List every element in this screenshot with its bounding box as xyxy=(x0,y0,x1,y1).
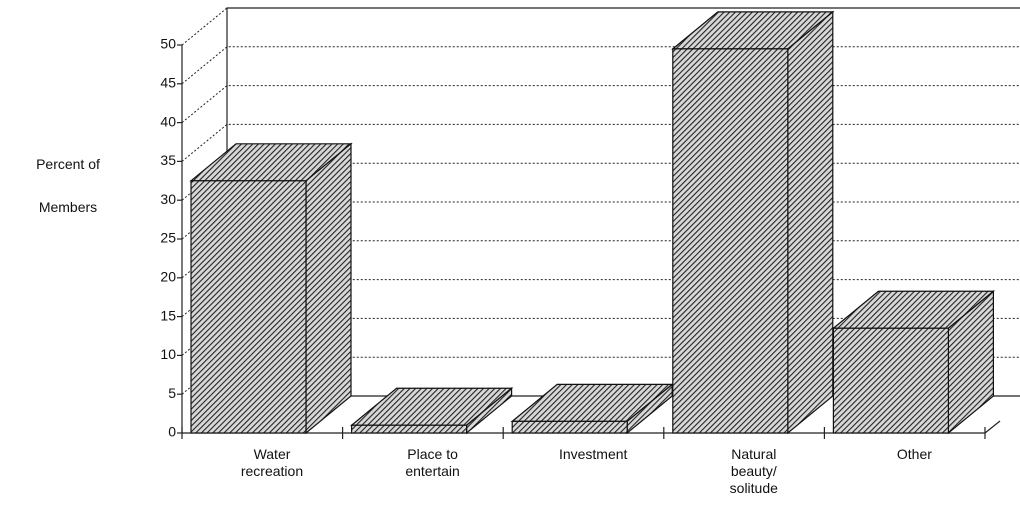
y-tick-label: 20 xyxy=(160,269,176,285)
y-tick-label: 15 xyxy=(160,307,176,323)
bar-side xyxy=(787,10,834,435)
y-tick-label: 35 xyxy=(160,152,176,168)
bar-side xyxy=(305,142,352,435)
floor-edge xyxy=(984,420,1001,434)
y-tick-label: 5 xyxy=(168,385,176,401)
grid-line xyxy=(181,85,1020,123)
y-axis-label: Percent of Members xyxy=(36,156,100,215)
bar xyxy=(832,327,950,434)
bar xyxy=(672,48,789,434)
bar-top xyxy=(349,387,514,426)
grid-line xyxy=(181,7,1020,46)
bar xyxy=(351,424,468,434)
x-tick-label: Natural beauty/solitude xyxy=(730,446,778,496)
grid-line xyxy=(181,46,1020,85)
y-tick-label: 45 xyxy=(160,75,176,91)
x-tick-label: Water recreation xyxy=(241,446,303,479)
bar xyxy=(511,420,628,434)
y-tick-label: 0 xyxy=(168,424,176,440)
y-tick-label: 25 xyxy=(160,230,176,246)
bar xyxy=(190,180,307,434)
y-tick-label: 40 xyxy=(160,113,176,129)
y-tick-label: 30 xyxy=(160,191,176,207)
x-tick-label: Investment xyxy=(559,446,628,462)
x-tick-label: Other xyxy=(897,446,932,462)
x-tick-label: Place to entertain xyxy=(405,446,459,479)
y-tick-label: 50 xyxy=(160,36,176,52)
y-tick-label: 10 xyxy=(160,346,176,362)
